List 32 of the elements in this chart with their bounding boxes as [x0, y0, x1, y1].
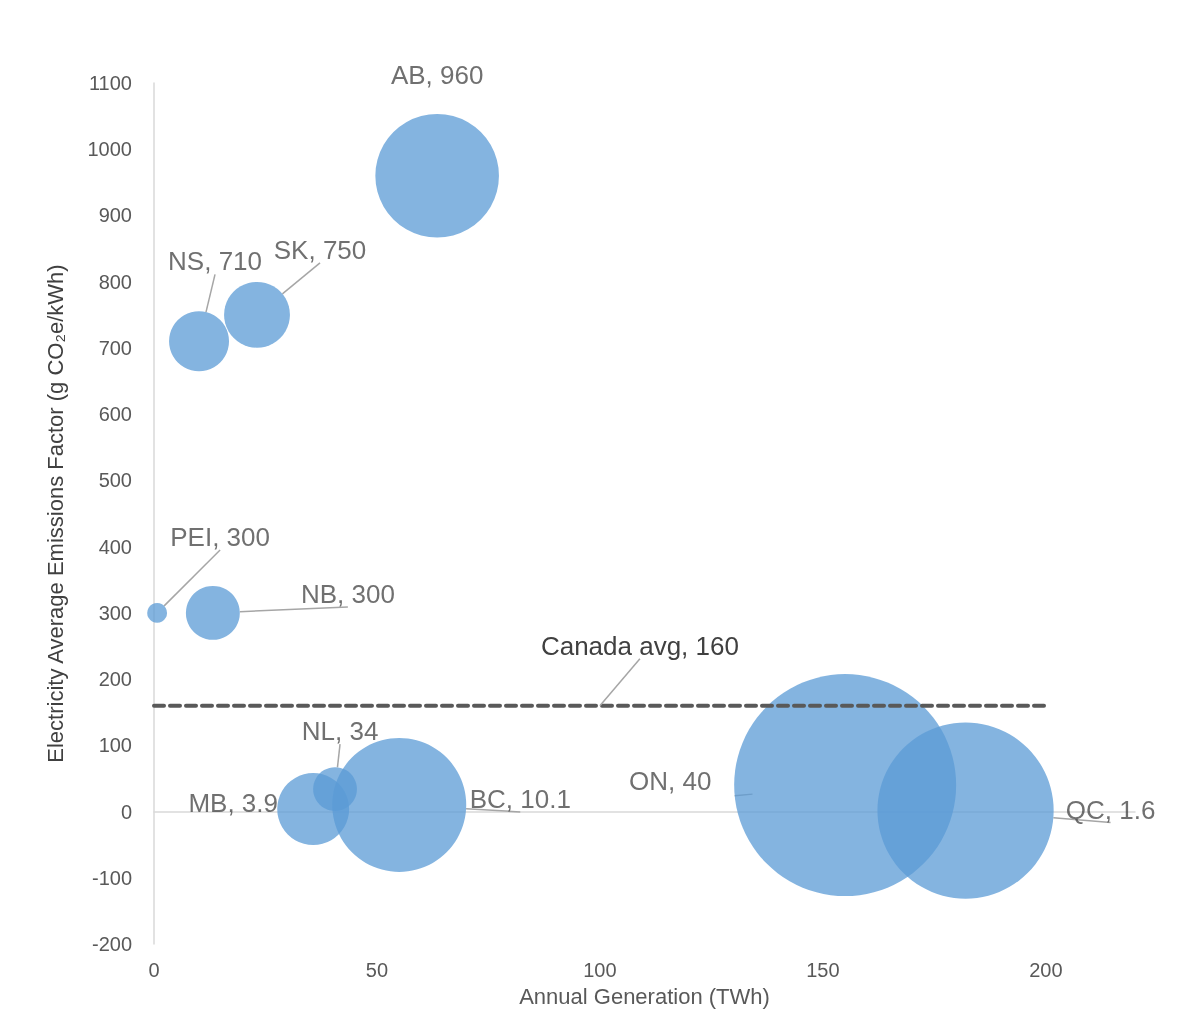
y-tick-label: -100	[91, 866, 132, 889]
x-tick-label: 200	[1029, 959, 1063, 982]
data-label: NB, 300	[300, 578, 395, 609]
y-tick-label: 200	[98, 668, 132, 691]
y-tick-label: 600	[98, 403, 132, 426]
x-tick-label: 150	[806, 959, 840, 982]
data-label: SK, 750	[273, 234, 367, 265]
data-label: PEI, 300	[170, 521, 270, 552]
data-label: NS, 710	[168, 246, 263, 277]
data-label: BC, 10.1	[469, 783, 571, 814]
y-tick-label: 1000	[87, 138, 132, 161]
y-tick-label: 100	[98, 734, 132, 757]
data-label: MB, 3.9	[188, 788, 278, 819]
y-tick-label: 700	[98, 336, 132, 359]
data-label: AB, 960	[390, 59, 484, 90]
data-label: Canada avg, 160	[540, 630, 739, 661]
y-tick-label: 500	[98, 469, 132, 492]
y-tick-label: 800	[98, 270, 132, 293]
data-label: NL, 34	[301, 716, 379, 747]
x-tick-label: 0	[148, 959, 160, 982]
y-tick-label: 300	[98, 601, 132, 624]
x-axis-title: Annual Generation (TWh)	[519, 983, 770, 1009]
y-axis-title: Electricity Average Emissions Factor (g CO₂e/kWh)	[42, 264, 68, 763]
y-tick-label: 900	[98, 204, 132, 227]
data-label: ON, 40	[628, 766, 712, 797]
y-tick-label: 1100	[88, 72, 132, 94]
x-tick-label: 100	[583, 959, 617, 982]
y-tick-label: -200	[91, 933, 132, 956]
x-tick-label: 50	[365, 959, 389, 982]
y-tick-label: 0	[120, 800, 132, 823]
data-label: QC, 1.6	[1065, 794, 1156, 825]
y-tick-label: 400	[98, 535, 132, 558]
